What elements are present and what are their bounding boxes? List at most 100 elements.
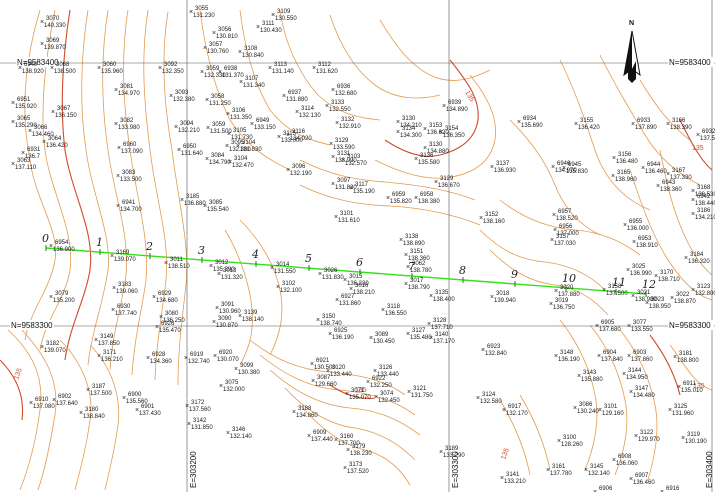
survey-point-marker: × (597, 353, 601, 360)
survey-point-elevation: 133.440 (377, 372, 399, 378)
survey-point-id: 3067 (57, 106, 71, 112)
survey-point-id: 3055 (195, 6, 209, 12)
survey-point-id: 6941 (122, 200, 136, 206)
survey-point-elevation: 138.780 (410, 268, 432, 274)
survey-point-elevation: 136.190 (558, 357, 580, 363)
survey-point-id: 6951 (17, 97, 31, 103)
survey-point-id: 6949 (256, 118, 270, 124)
survey-point-elevation: 131.620 (316, 69, 338, 75)
survey-point-marker: × (331, 181, 335, 188)
survey-point-marker: × (11, 161, 15, 168)
survey-point-marker: × (112, 285, 116, 292)
survey-point-id: 3143 (583, 370, 597, 376)
survey-point-elevation: 135.070 (349, 395, 371, 401)
contour-line (329, 384, 376, 399)
grid-label-north: N=9583300 (11, 321, 53, 330)
survey-point-marker: × (349, 286, 353, 293)
survey-point-id: 3147 (635, 386, 649, 392)
station-label: 10 (562, 272, 576, 285)
survey-point-elevation: 132.450 (378, 398, 400, 404)
survey-point-elevation: 137.430 (139, 411, 161, 417)
survey-point-marker: × (573, 405, 577, 412)
contour-line (659, 149, 713, 276)
survey-point-elevation: 137.000 (557, 231, 579, 237)
survey-point-elevation: 132.380 (173, 97, 195, 103)
survey-point-marker: × (328, 331, 332, 338)
survey-point-marker: × (52, 397, 56, 404)
survey-point-id: 6923 (487, 344, 501, 350)
survey-point-marker: × (396, 129, 400, 136)
survey-point-marker: × (312, 65, 316, 72)
survey-point-id: 3017 (410, 278, 424, 284)
survey-point-marker: × (212, 30, 216, 37)
survey-point-elevation: 131.880 (286, 97, 308, 103)
survey-point-marker: × (228, 159, 232, 166)
survey-point-elevation: 138.710 (658, 277, 680, 283)
survey-point-marker: × (381, 307, 385, 314)
survey-point-marker: × (295, 109, 299, 116)
survey-point-elevation: 133.440 (330, 372, 352, 378)
contour-line (7, 329, 42, 491)
survey-point-elevation: 132.100 (280, 288, 302, 294)
contour-line (81, 9, 109, 366)
survey-point-elevation: 134.970 (555, 168, 577, 174)
survey-point-id: 3183 (118, 282, 132, 288)
survey-point-elevation: 132.350 (162, 69, 184, 75)
survey-point-marker: × (239, 79, 243, 86)
survey-point-marker: × (200, 69, 204, 76)
survey-point-elevation: 131.350 (230, 115, 252, 121)
survey-point-id: 6953 (638, 236, 652, 242)
survey-point-elevation: 138.840 (83, 414, 105, 420)
survey-point-marker: × (111, 307, 115, 314)
survey-point-id: 3104 (242, 140, 256, 146)
survey-point-id: 3125 (674, 404, 688, 410)
survey-point-marker: × (626, 267, 630, 274)
survey-point-marker: × (500, 475, 504, 482)
survey-point-elevation: 136.000 (627, 226, 649, 232)
survey-point-elevation: 138.160 (483, 219, 505, 225)
survey-point-elevation: 131.830 (335, 185, 357, 191)
survey-point-marker: × (656, 183, 660, 190)
survey-point-marker: × (343, 277, 347, 284)
survey-point-marker: × (673, 354, 677, 361)
survey-point-id: 3058 (211, 94, 225, 100)
survey-point-elevation: 135.190 (353, 189, 375, 195)
survey-point-marker: × (212, 319, 216, 326)
survey-point-elevation: 134.880 (427, 149, 449, 155)
survey-point-elevation: 137.500 (90, 391, 112, 397)
survey-point-id: 3186 (697, 208, 711, 214)
survey-point-id: 6902 (58, 394, 72, 400)
survey-point-marker: × (40, 344, 44, 351)
survey-point-elevation: 131.640 (181, 151, 203, 157)
survey-point-marker: × (479, 215, 483, 222)
survey-point-id: 3022 (676, 292, 690, 298)
survey-point-elevation: 139.870 (44, 45, 66, 51)
survey-point-id: 3112 (318, 62, 332, 68)
survey-point-elevation: 135.830 (566, 169, 588, 175)
survey-point-elevation: 135.390 (213, 267, 235, 273)
survey-point-elevation: 133.980 (118, 125, 140, 131)
survey-point-id: 3077 (633, 320, 647, 326)
survey-point-marker: × (11, 119, 15, 126)
